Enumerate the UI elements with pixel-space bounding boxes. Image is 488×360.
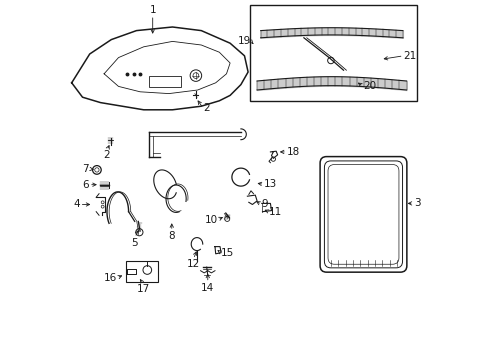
Text: 11: 11	[268, 207, 282, 217]
Text: 17: 17	[136, 284, 149, 294]
Bar	[125, 261, 158, 282]
Text: 18: 18	[286, 147, 300, 157]
Text: 16: 16	[103, 273, 117, 283]
Bar	[249, 5, 416, 101]
Text: 6: 6	[82, 180, 89, 190]
Text: 8: 8	[168, 231, 175, 241]
Text: 19: 19	[237, 36, 250, 46]
Text: 2: 2	[103, 150, 110, 161]
Text: 9: 9	[261, 199, 268, 210]
Text: 10: 10	[204, 215, 217, 225]
Text: 14: 14	[201, 283, 214, 293]
Text: 13: 13	[264, 179, 277, 189]
Text: 21: 21	[403, 51, 416, 61]
Text: 4: 4	[73, 199, 80, 210]
Text: 20: 20	[363, 81, 376, 91]
Text: 12: 12	[186, 259, 200, 269]
Text: 2: 2	[203, 103, 209, 113]
Text: 3: 3	[413, 198, 420, 208]
Bar	[149, 76, 181, 87]
Text: 7: 7	[82, 164, 89, 174]
Text: 5: 5	[131, 238, 138, 248]
Text: 15: 15	[221, 248, 234, 258]
Text: 1: 1	[149, 5, 156, 15]
